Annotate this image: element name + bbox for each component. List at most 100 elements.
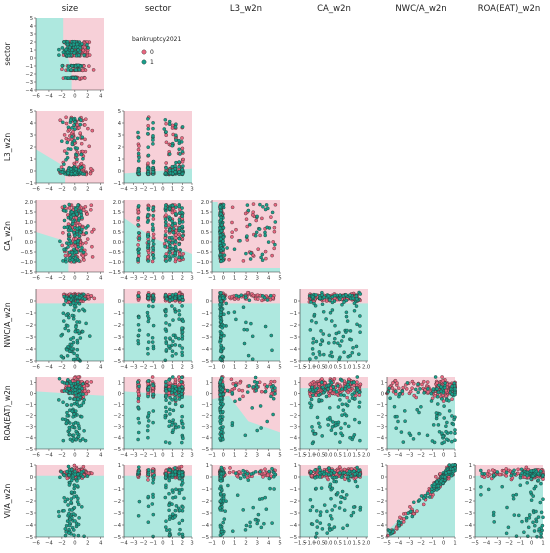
point-class-1 [74, 325, 78, 329]
y-tick-label: 4 [118, 121, 122, 127]
x-tick-label: 0 [161, 453, 164, 459]
point-class-0 [174, 236, 178, 240]
point-class-1 [73, 127, 77, 131]
point-class-1 [136, 323, 141, 327]
point-class-1 [59, 333, 63, 338]
point-class-1 [73, 171, 77, 175]
point-class-0 [230, 205, 235, 210]
point-class-0 [164, 161, 168, 165]
point-class-1 [219, 331, 224, 335]
point-class-1 [177, 236, 182, 241]
point-class-1 [137, 465, 141, 469]
point-class-1 [146, 333, 151, 337]
panel-nwc-a-w2n-vs-ca-w2n: −1.5−1.0−0.5 0.0 0.5 1.0 1.5 2.0−5−4−3−2−10 [289, 289, 370, 371]
point-class-1 [70, 250, 74, 255]
point-class-1 [221, 392, 226, 397]
y-tick-label: −3 [113, 425, 121, 431]
y-tick-label: 4 [30, 121, 34, 127]
point-class-1 [76, 393, 81, 398]
y-tick-label: −0.5 [196, 250, 209, 256]
point-class-1 [168, 295, 172, 299]
point-class-1 [341, 408, 346, 412]
point-class-0 [420, 382, 424, 387]
x-tick-label: 2 [86, 365, 89, 371]
point-class-1 [348, 329, 353, 333]
point-class-1 [67, 232, 71, 236]
point-class-1 [442, 416, 446, 420]
point-class-1 [71, 512, 76, 516]
point-class-1 [387, 386, 391, 391]
point-class-1 [245, 390, 250, 394]
x-tick-label: −2 [58, 187, 66, 193]
point-class-1 [326, 423, 330, 427]
y-tick-label: 1.5 [201, 210, 209, 216]
point-class-1 [62, 473, 66, 478]
point-class-1 [67, 53, 71, 58]
point-class-1 [326, 341, 331, 345]
point-class-1 [450, 384, 454, 389]
x-tick-label: −1 [149, 365, 157, 371]
point-class-1 [146, 207, 151, 212]
point-class-0 [357, 393, 362, 397]
point-class-1 [311, 341, 315, 345]
point-class-0 [81, 254, 85, 258]
row-label-sector: sector [3, 41, 12, 65]
point-class-1 [82, 534, 86, 539]
point-class-1 [151, 213, 155, 218]
point-class-1 [136, 135, 141, 140]
point-class-1 [399, 430, 404, 434]
point-class-1 [219, 396, 223, 401]
x-tick-label: 3 [190, 453, 193, 459]
point-class-0 [90, 244, 94, 249]
point-class-1 [345, 328, 349, 333]
point-class-1 [136, 514, 141, 518]
point-class-1 [436, 402, 440, 406]
point-class-1 [319, 329, 323, 333]
point-class-0 [170, 210, 175, 215]
point-class-1 [73, 388, 77, 392]
point-class-1 [447, 409, 452, 413]
point-class-1 [167, 533, 172, 538]
point-class-1 [168, 250, 172, 255]
point-class-1 [58, 239, 62, 244]
point-class-1 [180, 167, 184, 172]
point-class-1 [72, 533, 76, 537]
point-class-1 [245, 328, 249, 332]
point-class-1 [163, 244, 167, 249]
point-class-1 [177, 312, 182, 317]
point-class-1 [62, 204, 67, 209]
y-tick-label: −4 [289, 436, 297, 442]
point-class-1 [170, 219, 174, 223]
region-class-1 [36, 149, 66, 183]
point-class-0 [64, 121, 69, 126]
point-class-1 [344, 310, 349, 315]
row-label-ca-w2n: CA_w2n [3, 221, 12, 251]
point-class-0 [272, 379, 277, 384]
point-class-0 [179, 464, 184, 469]
point-class-0 [164, 133, 168, 137]
point-class-1 [330, 308, 335, 312]
point-class-1 [405, 381, 410, 385]
point-class-1 [146, 494, 151, 499]
point-class-0 [136, 399, 141, 404]
y-tick-label: 1 [30, 48, 33, 54]
point-class-1 [150, 222, 155, 227]
point-class-0 [177, 252, 182, 256]
point-class-1 [225, 246, 229, 250]
y-tick-label: 0 [118, 475, 121, 481]
point-class-1 [68, 391, 72, 395]
point-class-0 [85, 237, 90, 241]
point-class-1 [336, 341, 340, 345]
point-class-1 [336, 420, 341, 425]
point-class-1 [69, 294, 73, 298]
point-class-1 [69, 500, 73, 505]
point-class-1 [146, 388, 150, 392]
point-class-1 [444, 437, 449, 442]
point-class-0 [166, 223, 171, 227]
point-class-1 [136, 405, 141, 410]
x-tick-label: 0.0 [324, 453, 332, 459]
point-class-0 [395, 381, 399, 385]
point-class-1 [320, 338, 324, 342]
x-tick-label: −4 [45, 453, 53, 459]
